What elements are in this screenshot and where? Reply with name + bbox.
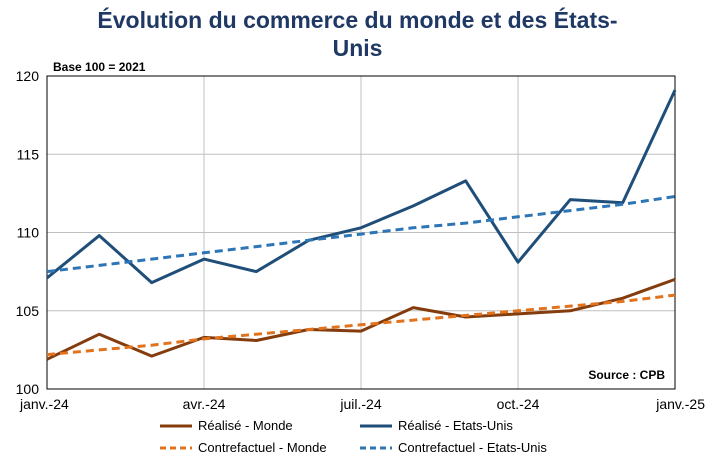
series-line-2 [46, 293, 676, 357]
legend-swatch-0 [160, 424, 192, 427]
plot-area-border [46, 75, 676, 390]
y-tick-label-1: 105 [16, 303, 40, 319]
series-line-3 [46, 195, 676, 274]
chart-title-line-2: Unis [332, 35, 383, 61]
chart-title: Évolution du commerce du monde et des Ét… [0, 6, 715, 62]
chart-title-line-1: Évolution du commerce du monde et des Ét… [97, 7, 618, 33]
legend-swatch-3 [360, 446, 392, 449]
series-line-1 [46, 89, 677, 285]
source-note: Source : CPB [588, 368, 665, 382]
legend-item-2: Contrefactuel - Monde [160, 440, 327, 455]
x-tick-label-2: juil.-24 [339, 396, 381, 412]
legend-item-3: Contrefactuel - Etats-Unis [360, 440, 547, 455]
legend-label-1: Réalisé - Etats-Unis [398, 418, 513, 433]
y-tick-label-4: 120 [16, 68, 40, 84]
legend-label-3: Contrefactuel - Etats-Unis [398, 440, 547, 455]
y-axis-ticks: 100 105 110 115 120 [16, 68, 40, 397]
legend-item-0: Réalisé - Monde [160, 418, 293, 433]
x-tick-label-4: janv.-25 [655, 396, 705, 412]
legend-swatch-2 [160, 446, 192, 449]
x-axis-ticks: janv.-24 avr.-24 juil.-24 oct.-24 janv.-25 [19, 396, 705, 412]
y-tick-label-0: 100 [16, 381, 40, 397]
x-tick-label-0: janv.-24 [19, 396, 69, 412]
base-note: Base 100 = 2021 [53, 60, 146, 74]
series-line-0 [46, 277, 676, 361]
legend-item-1: Réalisé - Etats-Unis [360, 418, 513, 433]
legend-swatch-1 [360, 424, 392, 427]
legend-label-0: Réalisé - Monde [198, 418, 293, 433]
legend-label-2: Contrefactuel - Monde [198, 440, 327, 455]
x-tick-label-3: oct.-24 [497, 396, 540, 412]
series-lines [46, 89, 677, 361]
y-tick-label-3: 115 [17, 146, 40, 162]
y-tick-label-2: 110 [17, 225, 40, 241]
grid-lines [47, 76, 675, 389]
x-tick-label-1: avr.-24 [183, 396, 226, 412]
